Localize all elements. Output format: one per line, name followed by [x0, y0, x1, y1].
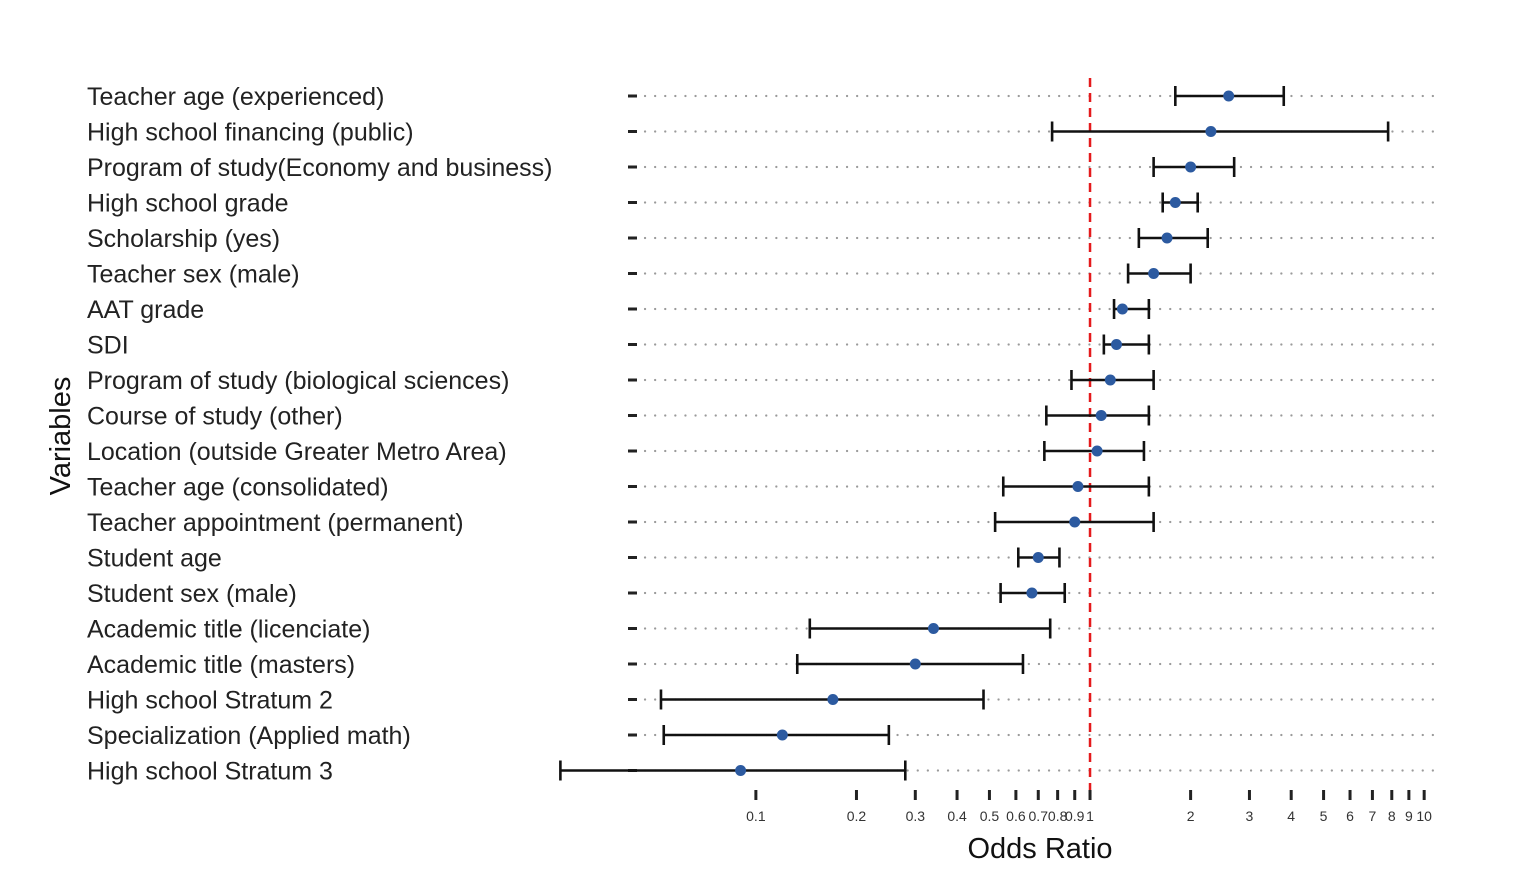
- estimate-point: [1104, 374, 1116, 386]
- grid-lines: [628, 94, 1442, 772]
- estimate-point: [1032, 552, 1044, 563]
- category-label: Location (outside Greater Metro Area): [87, 438, 507, 466]
- category-label: Specialization (Applied math): [87, 722, 411, 750]
- x-axis-label: Odds Ratio: [967, 833, 1112, 865]
- estimate-point: [1116, 303, 1128, 315]
- x-tick-label: 3: [1246, 808, 1254, 824]
- estimate-point: [1205, 126, 1217, 137]
- x-tick-label: 5: [1320, 808, 1328, 824]
- estimate-point: [1110, 339, 1122, 350]
- x-tick-label: 0.3: [906, 808, 926, 824]
- x-tick-label: 0.8: [1048, 808, 1068, 824]
- category-label: SDI: [87, 332, 129, 360]
- estimate-point: [1148, 268, 1160, 279]
- x-tick-label: 0.2: [847, 808, 867, 824]
- x-tick-label: 0.4: [947, 808, 967, 824]
- x-tick-label: 0.1: [746, 808, 766, 824]
- x-tick-label: 8: [1388, 808, 1396, 824]
- estimate-point: [909, 658, 921, 670]
- category-label: Scholarship (yes): [87, 225, 280, 253]
- x-tick-label: 0.6: [1006, 808, 1026, 824]
- category-label: Program of study (biological sciences): [87, 367, 509, 395]
- x-tick-label: 1: [1086, 808, 1094, 824]
- category-label: Teacher age (consolidated): [87, 474, 389, 502]
- category-label: Program of study(Economy and business): [87, 154, 553, 182]
- x-tick-label: 6: [1346, 808, 1354, 824]
- x-tick-label: 2: [1187, 808, 1195, 824]
- category-label: Student age: [87, 545, 222, 573]
- y-axis-label: Variables: [45, 377, 77, 496]
- x-tick-label: 0.7: [1029, 808, 1049, 824]
- x-tick-label: 7: [1369, 808, 1377, 824]
- estimate-point: [1072, 481, 1084, 492]
- category-label: Teacher appointment (permanent): [87, 509, 464, 537]
- estimate-point: [827, 694, 839, 705]
- x-tick-label: 9: [1405, 808, 1413, 824]
- category-label: High school financing (public): [87, 119, 414, 147]
- point-estimates: [735, 90, 1235, 776]
- estimate-point: [1069, 516, 1081, 528]
- estimate-point: [735, 765, 747, 776]
- category-label: Academic title (licenciate): [87, 616, 370, 644]
- estimate-point: [1091, 445, 1103, 457]
- category-label: AAT grade: [87, 296, 204, 324]
- category-labels: Teacher age (experienced) High school fin…: [87, 83, 553, 786]
- estimate-point: [1185, 161, 1197, 173]
- category-label: Student sex (male): [87, 580, 297, 608]
- x-tick-label: 0.5: [980, 808, 1000, 824]
- estimate-point: [776, 729, 788, 741]
- estimate-point: [927, 623, 939, 634]
- category-label: Course of study (other): [87, 403, 343, 431]
- estimate-point: [1169, 197, 1181, 208]
- estimate-point: [1161, 232, 1173, 244]
- category-label: High school grade: [87, 190, 289, 218]
- estimate-point: [1095, 410, 1107, 421]
- estimate-point: [1223, 90, 1235, 102]
- x-tick-label: 4: [1287, 808, 1295, 824]
- category-label: Teacher sex (male): [87, 261, 300, 289]
- category-label: Academic title (masters): [87, 651, 355, 679]
- x-tick-label: 10: [1416, 808, 1432, 824]
- x-tick-label: 0.9: [1065, 808, 1085, 824]
- category-label: Teacher age (experienced): [87, 83, 384, 111]
- category-label: High school Stratum 3: [87, 758, 333, 786]
- category-label: High school Stratum 2: [87, 687, 333, 715]
- x-axis-ticks: 0.1 0.2 0.3 0.4 0.5 0.6 0.7 0.80.9 1 2 3 4 5 6 7 8 9 10: [746, 790, 1432, 824]
- estimate-point: [1026, 587, 1038, 599]
- confidence-intervals: [559, 86, 1390, 781]
